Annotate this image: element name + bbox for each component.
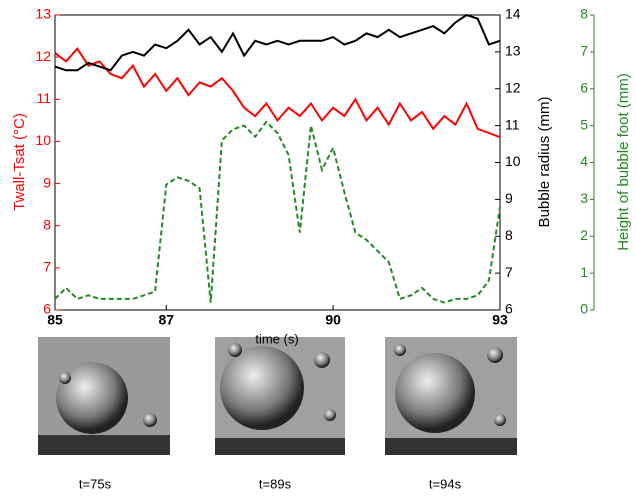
data-line — [54, 47, 501, 139]
photo — [215, 337, 345, 455]
y2-tick-label: 7 — [505, 264, 513, 280]
y2-tick-label: 6 — [505, 301, 513, 317]
y2-tick-label: 11 — [505, 116, 520, 132]
y-axis-label: Twall-Tsat (°C) — [11, 113, 28, 211]
x-tick-label: 90 — [325, 312, 341, 328]
y2-tick-label: 8 — [505, 227, 513, 243]
x-axis-label: time (s) — [255, 331, 298, 346]
photo — [385, 337, 517, 455]
y3-tick-label: 2 — [580, 227, 588, 243]
x-tick-label: 87 — [158, 312, 174, 328]
y3-tick-label: 5 — [580, 116, 588, 132]
y-tick-label: 12 — [35, 48, 51, 64]
y2-tick-label: 14 — [505, 6, 521, 22]
data-line — [54, 13, 501, 72]
photo — [38, 337, 170, 455]
y-tick-label: 9 — [43, 174, 51, 190]
y3-tick-label: 7 — [580, 43, 588, 59]
y2-tick-label: 13 — [505, 43, 521, 59]
y-tick-label: 11 — [36, 90, 51, 106]
photo-caption: t=89s — [259, 476, 292, 491]
y2-tick-label: 9 — [505, 190, 513, 206]
y3-tick-label: 6 — [580, 79, 588, 95]
data-line — [54, 120, 501, 304]
photo-caption: t=75s — [79, 476, 112, 491]
y-tick-label: 7 — [43, 259, 51, 275]
plot-frame — [54, 14, 501, 311]
x-tick-label: 85 — [47, 312, 63, 328]
y3-axis-label: Height of bubble foot (mm) — [615, 73, 632, 251]
y2-tick-label: 12 — [505, 79, 521, 95]
y3-tick-label: 4 — [580, 153, 588, 169]
y2-axis-label: Bubble radius (mm) — [536, 97, 553, 228]
y-tick-label: 13 — [35, 6, 51, 22]
photo-caption: t=94s — [429, 476, 462, 491]
x-tick-label: 93 — [492, 312, 508, 328]
y3-tick-label: 1 — [580, 264, 588, 280]
y-tick-label: 8 — [43, 216, 51, 232]
y2-tick-label: 10 — [505, 153, 521, 169]
y3-tick-label: 8 — [580, 6, 588, 22]
y3-tick-label: 3 — [580, 190, 588, 206]
y-tick-label: 6 — [43, 301, 51, 317]
y3-tick-label: 0 — [580, 301, 588, 317]
y-tick-label: 10 — [35, 132, 51, 148]
